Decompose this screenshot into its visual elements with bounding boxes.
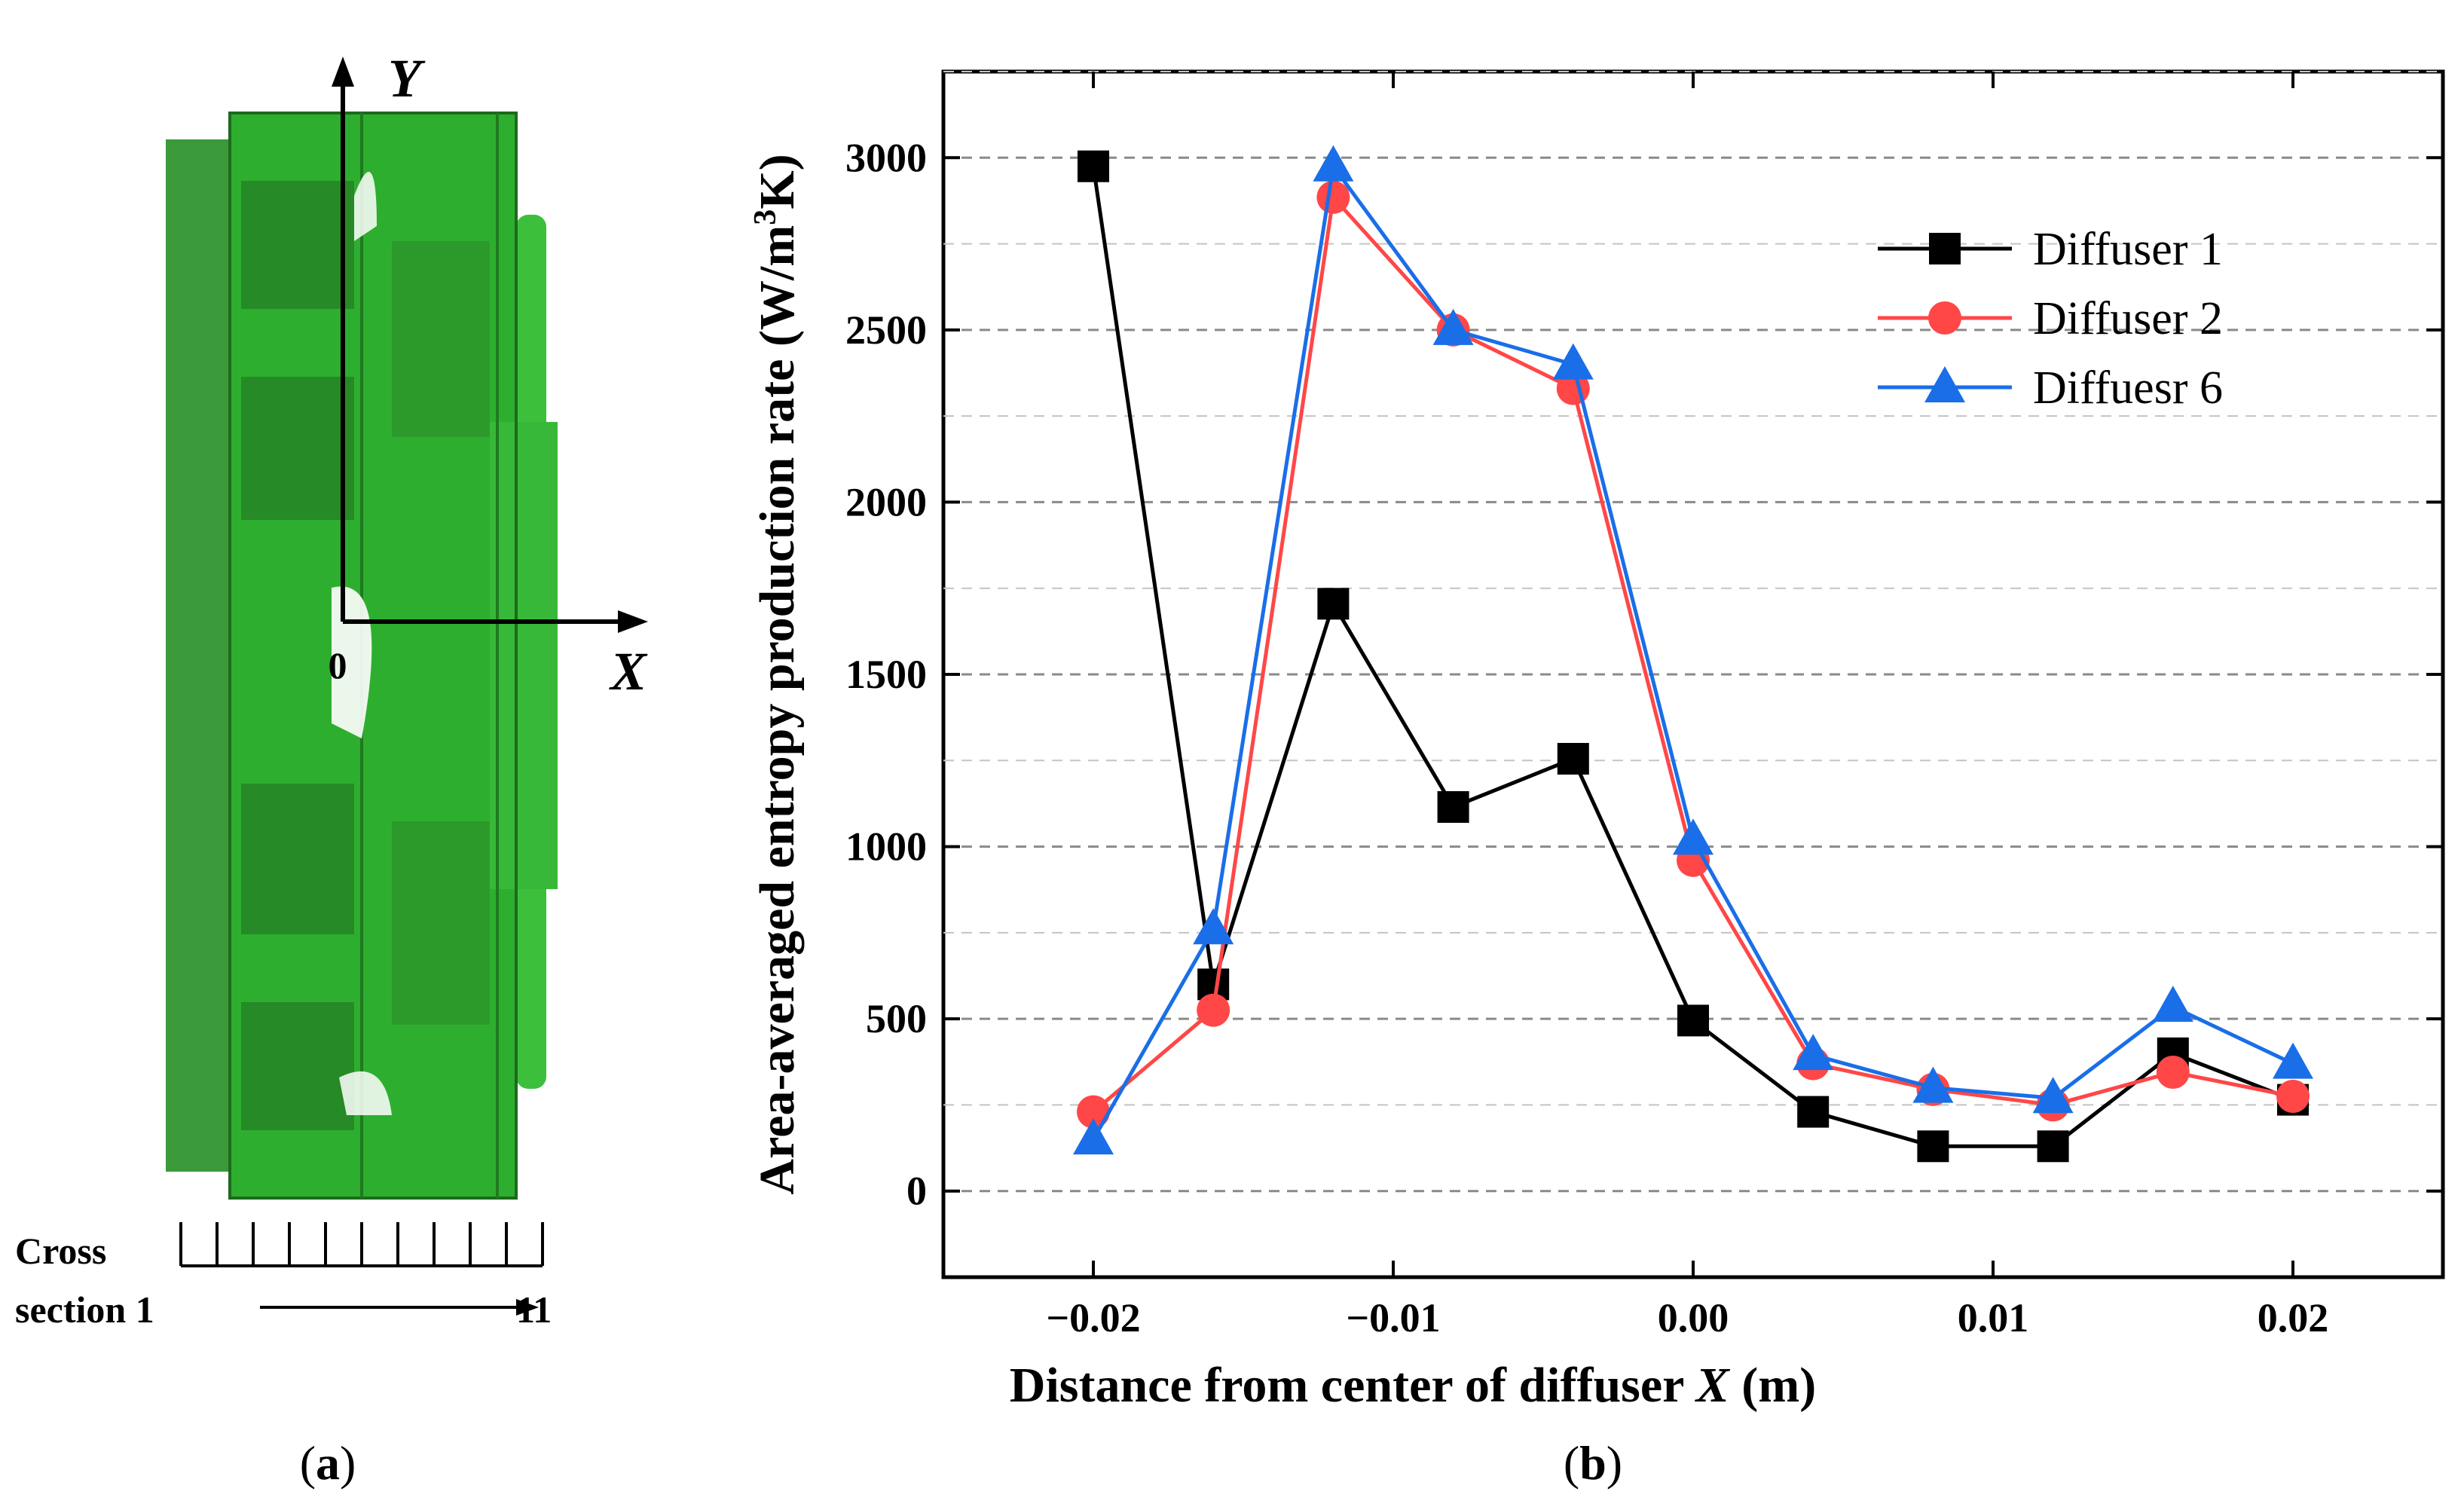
data-point (1193, 908, 1234, 945)
legend-item: Diffuesr 6 (1878, 362, 2223, 414)
legend-marker (1928, 301, 1961, 335)
model-vane (392, 241, 490, 437)
model-body-outline (228, 112, 518, 1200)
model-opening (354, 172, 377, 241)
tick-labels: 0 500 1000 1500 2000 2500 3000 −0.02 −0.01 0.00 0.… (845, 135, 2328, 1340)
legend-label: Diffuesr 6 (2033, 362, 2223, 414)
data-point (1797, 1096, 1830, 1128)
y-tick-label: 3000 (845, 135, 927, 180)
model-hub (490, 422, 558, 889)
legend-label: Diffuser 1 (2033, 224, 2223, 275)
cross-section-ruler (179, 1222, 544, 1267)
x-tick-label: −0.02 (1046, 1295, 1140, 1340)
legend-item: Diffuser 2 (1878, 293, 2223, 344)
data-point (1912, 1066, 1954, 1103)
x-tick-label: 0.00 (1658, 1295, 1729, 1340)
panel-a-caption: (a) (300, 1436, 356, 1490)
y-axis-arrowhead (332, 57, 354, 87)
legend-marker (1924, 366, 1965, 402)
model-vane (392, 821, 490, 1025)
data-point (1677, 1004, 1709, 1037)
axis-ticks (943, 72, 2443, 1277)
data-point (1437, 791, 1469, 823)
data-point (2156, 1056, 2190, 1089)
panel-a: Y X 0 Cross section 1 11 (a) (15, 48, 648, 1490)
legend-item: Diffuser 1 (1878, 224, 2223, 275)
x-axis-title: Distance from center of diffuser X (m) (1010, 1358, 1816, 1413)
model-vane (241, 377, 354, 520)
x-axis-arrowhead (618, 610, 648, 633)
model-vane (241, 784, 354, 934)
data-point (1197, 993, 1230, 1027)
cross-section-label-line1: Cross (15, 1230, 106, 1272)
data-point (2037, 1130, 2069, 1163)
data-point (2273, 1042, 2313, 1079)
data-point (1073, 1118, 1114, 1155)
model-opening (339, 1071, 392, 1115)
data-point (1917, 1130, 1949, 1163)
data-point (1432, 308, 1474, 345)
model-vane (241, 181, 354, 309)
model-opening (332, 586, 372, 738)
data-point (1673, 818, 1713, 855)
x-tick-label: 0.01 (1958, 1295, 2029, 1340)
y-tick-label: 1000 (845, 824, 927, 870)
data-point (1078, 150, 1109, 182)
data-point (2152, 986, 2193, 1022)
data-point (2032, 1077, 2074, 1114)
legend: Diffuser 1 Diffuser 2 Diffuesr 6 (1878, 224, 2223, 414)
x-axis-letter: X (609, 641, 648, 702)
cross-section-arrowhead (516, 1299, 539, 1316)
panel-b: 0 500 1000 1500 2000 2500 3000 −0.02 −0.01 0.00 0.… (748, 69, 2445, 1490)
data-point (1552, 343, 1594, 380)
series-group (1073, 145, 2313, 1163)
series-3 (1073, 145, 2313, 1155)
y-tick-label: 2000 (845, 479, 927, 524)
data-point (1077, 1095, 1110, 1129)
x-tick-label: −0.01 (1346, 1295, 1440, 1340)
y-axis-title: Area-averaged entropy production rate (W… (748, 154, 805, 1194)
data-point (1317, 588, 1350, 620)
data-point (1557, 743, 1589, 775)
y-tick-label: 1500 (845, 652, 927, 697)
y-axis-letter: Y (388, 48, 426, 109)
origin-label: 0 (329, 644, 347, 686)
data-point (1313, 145, 1354, 182)
data-point (2276, 1080, 2310, 1113)
cross-section-end-label: 11 (516, 1288, 552, 1331)
legend-marker (1929, 233, 1961, 264)
legend-label: Diffuser 2 (2033, 293, 2223, 344)
data-point (1316, 180, 1350, 214)
diffuser-3d-model (166, 112, 558, 1200)
data-point (1793, 1034, 1834, 1071)
panel-b-caption: (b) (1564, 1436, 1622, 1490)
model-vane (241, 1002, 354, 1130)
y-tick-label: 500 (866, 996, 927, 1041)
x-tick-label: 0.02 (2258, 1295, 2329, 1340)
y-tick-label: 2500 (845, 307, 927, 353)
y-tick-label: 0 (906, 1169, 927, 1214)
cross-section-label-line2: section 1 (15, 1288, 154, 1331)
